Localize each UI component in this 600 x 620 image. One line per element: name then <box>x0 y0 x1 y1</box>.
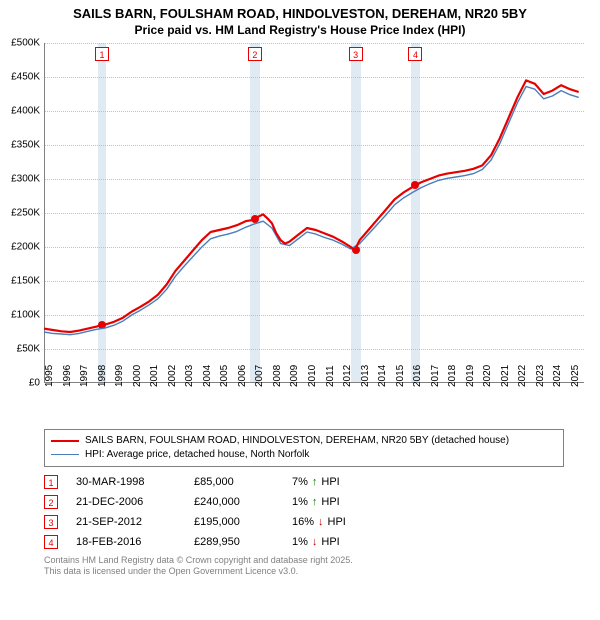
event-row: 4 18-FEB-2016 £289,950 1% ↓HPI <box>44 535 564 549</box>
x-axis-label: 2002 <box>167 364 178 386</box>
x-axis-label: 2006 <box>237 364 248 386</box>
chart-area: 1234 £0£50K£100K£150K£200K£250K£300K£350… <box>44 43 584 423</box>
event-pct-value: 1% <box>292 536 308 548</box>
x-axis-label: 2019 <box>465 364 476 386</box>
event-row: 3 21-SEP-2012 £195,000 16% ↓ HPI <box>44 515 564 529</box>
y-axis-label: £200K <box>11 241 40 252</box>
event-pct: 7% ↑HPI <box>292 476 340 488</box>
event-price: £195,000 <box>194 516 274 528</box>
x-axis-label: 2023 <box>535 364 546 386</box>
legend-text: HPI: Average price, detached house, Nort… <box>85 448 309 462</box>
x-axis-label: 2011 <box>325 365 336 387</box>
x-axis-label: 2024 <box>552 364 563 386</box>
legend-swatch <box>51 440 79 442</box>
arrow-up-icon: ↑ <box>312 496 318 508</box>
legend-swatch <box>51 454 79 455</box>
y-axis-label: £0 <box>29 377 40 388</box>
x-axis-label: 2025 <box>570 364 581 386</box>
x-axis-label: 2010 <box>307 364 318 386</box>
chart-title: SAILS BARN, FOULSHAM ROAD, HINDOLVESTON,… <box>0 0 600 39</box>
event-date: 21-SEP-2012 <box>76 516 176 528</box>
x-axis-label: 2022 <box>517 364 528 386</box>
x-axis-label: 2015 <box>395 364 406 386</box>
x-axis-label: 2004 <box>202 364 213 386</box>
event-pct: 16% ↓ HPI <box>292 516 346 528</box>
y-axis-label: £50K <box>17 343 40 354</box>
x-axis-label: 1997 <box>79 364 90 386</box>
event-suffix: HPI <box>321 476 339 488</box>
legend-box: SAILS BARN, FOULSHAM ROAD, HINDOLVESTON,… <box>44 429 564 467</box>
x-axis-label: 2021 <box>500 364 511 386</box>
x-axis-label: 2009 <box>289 364 300 386</box>
events-table: 130-MAR-1998£85,0007%↑HPI221-DEC-2006£24… <box>44 475 564 549</box>
x-axis-label: 2005 <box>219 364 230 386</box>
event-price: £240,000 <box>194 496 274 508</box>
y-axis-label: £100K <box>11 309 40 320</box>
x-axis-label: 2013 <box>360 364 371 386</box>
x-axis-label: 1998 <box>97 364 108 386</box>
event-index-box: 1 <box>44 475 58 489</box>
event-suffix: HPI <box>321 536 339 548</box>
title-line-2: Price paid vs. HM Land Registry's House … <box>135 23 466 41</box>
title-line-1: SAILS BARN, FOULSHAM ROAD, HINDOLVESTON,… <box>73 6 527 21</box>
footer-line-2: This data is licensed under the Open Gov… <box>44 566 564 578</box>
event-row: 2 21-DEC-2006 £240,000 1% ↑HPI <box>44 495 564 509</box>
event-date: 21-DEC-2006 <box>76 496 176 508</box>
event-index-box: 4 <box>44 535 58 549</box>
event-pct-value: 1% <box>292 496 308 508</box>
legend-row: HPI: Average price, detached house, Nort… <box>51 448 557 462</box>
x-axis-label: 2012 <box>342 364 353 386</box>
event-index-box: 2 <box>44 495 58 509</box>
x-axis-label: 2016 <box>412 364 423 386</box>
y-axis-label: £150K <box>11 275 40 286</box>
arrow-down-icon: ↓ <box>312 536 318 548</box>
event-row: 1 30-MAR-1998 £85,000 7% ↑HPI <box>44 475 564 489</box>
footer-line-1: Contains HM Land Registry data © Crown c… <box>44 555 564 567</box>
x-axis-label: 2000 <box>132 364 143 386</box>
x-axis-label: 1995 <box>44 364 55 386</box>
legend-row: SAILS BARN, FOULSHAM ROAD, HINDOLVESTON,… <box>51 434 557 448</box>
x-axis-label: 2008 <box>272 364 283 386</box>
y-axis-label: £300K <box>11 173 40 184</box>
event-index-box: 3 <box>44 515 58 529</box>
event-pct: 1% ↓HPI <box>292 536 340 548</box>
y-axis-label: £250K <box>11 207 40 218</box>
y-axis-label: £500K <box>11 37 40 48</box>
event-pct-value: 7% <box>292 476 308 488</box>
event-pct: 1% ↑HPI <box>292 496 340 508</box>
arrow-down-icon: ↓ <box>318 516 324 528</box>
series-price_paid <box>44 80 579 332</box>
event-price: £289,950 <box>194 536 274 548</box>
y-axis-label: £350K <box>11 139 40 150</box>
legend-text: SAILS BARN, FOULSHAM ROAD, HINDOLVESTON,… <box>85 434 509 448</box>
event-date: 30-MAR-1998 <box>76 476 176 488</box>
footer-attribution: Contains HM Land Registry data © Crown c… <box>44 555 564 578</box>
x-axis-label: 2020 <box>482 364 493 386</box>
event-price: £85,000 <box>194 476 274 488</box>
chart-lines <box>44 43 584 383</box>
x-axis-label: 2017 <box>430 364 441 386</box>
x-axis-label: 1999 <box>114 364 125 386</box>
x-axis-label: 2001 <box>149 364 160 386</box>
x-axis-label: 2007 <box>254 364 265 386</box>
y-axis-label: £450K <box>11 71 40 82</box>
event-pct-value: 16% <box>292 516 314 528</box>
y-axis-label: £400K <box>11 105 40 116</box>
x-axis-label: 2018 <box>447 364 458 386</box>
x-axis-label: 2003 <box>184 364 195 386</box>
x-axis-label: 1996 <box>62 364 73 386</box>
event-suffix: HPI <box>328 516 346 528</box>
series-hpi <box>44 86 579 334</box>
x-axis-label: 2014 <box>377 364 388 386</box>
arrow-up-icon: ↑ <box>312 476 318 488</box>
event-date: 18-FEB-2016 <box>76 536 176 548</box>
event-suffix: HPI <box>321 496 339 508</box>
